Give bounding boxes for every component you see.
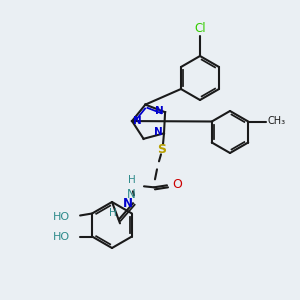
Text: HO: HO <box>53 232 70 242</box>
Text: CH₃: CH₃ <box>267 116 285 127</box>
Text: N: N <box>123 197 133 210</box>
Text: N: N <box>154 127 163 137</box>
Text: O: O <box>172 178 182 191</box>
Text: H: H <box>128 175 136 185</box>
Text: H: H <box>109 208 117 218</box>
Text: Cl: Cl <box>194 22 206 35</box>
Text: S: S <box>158 143 166 156</box>
Text: N: N <box>127 188 136 201</box>
Text: N: N <box>155 106 164 116</box>
Text: N: N <box>133 116 142 126</box>
Text: HO: HO <box>53 212 70 223</box>
